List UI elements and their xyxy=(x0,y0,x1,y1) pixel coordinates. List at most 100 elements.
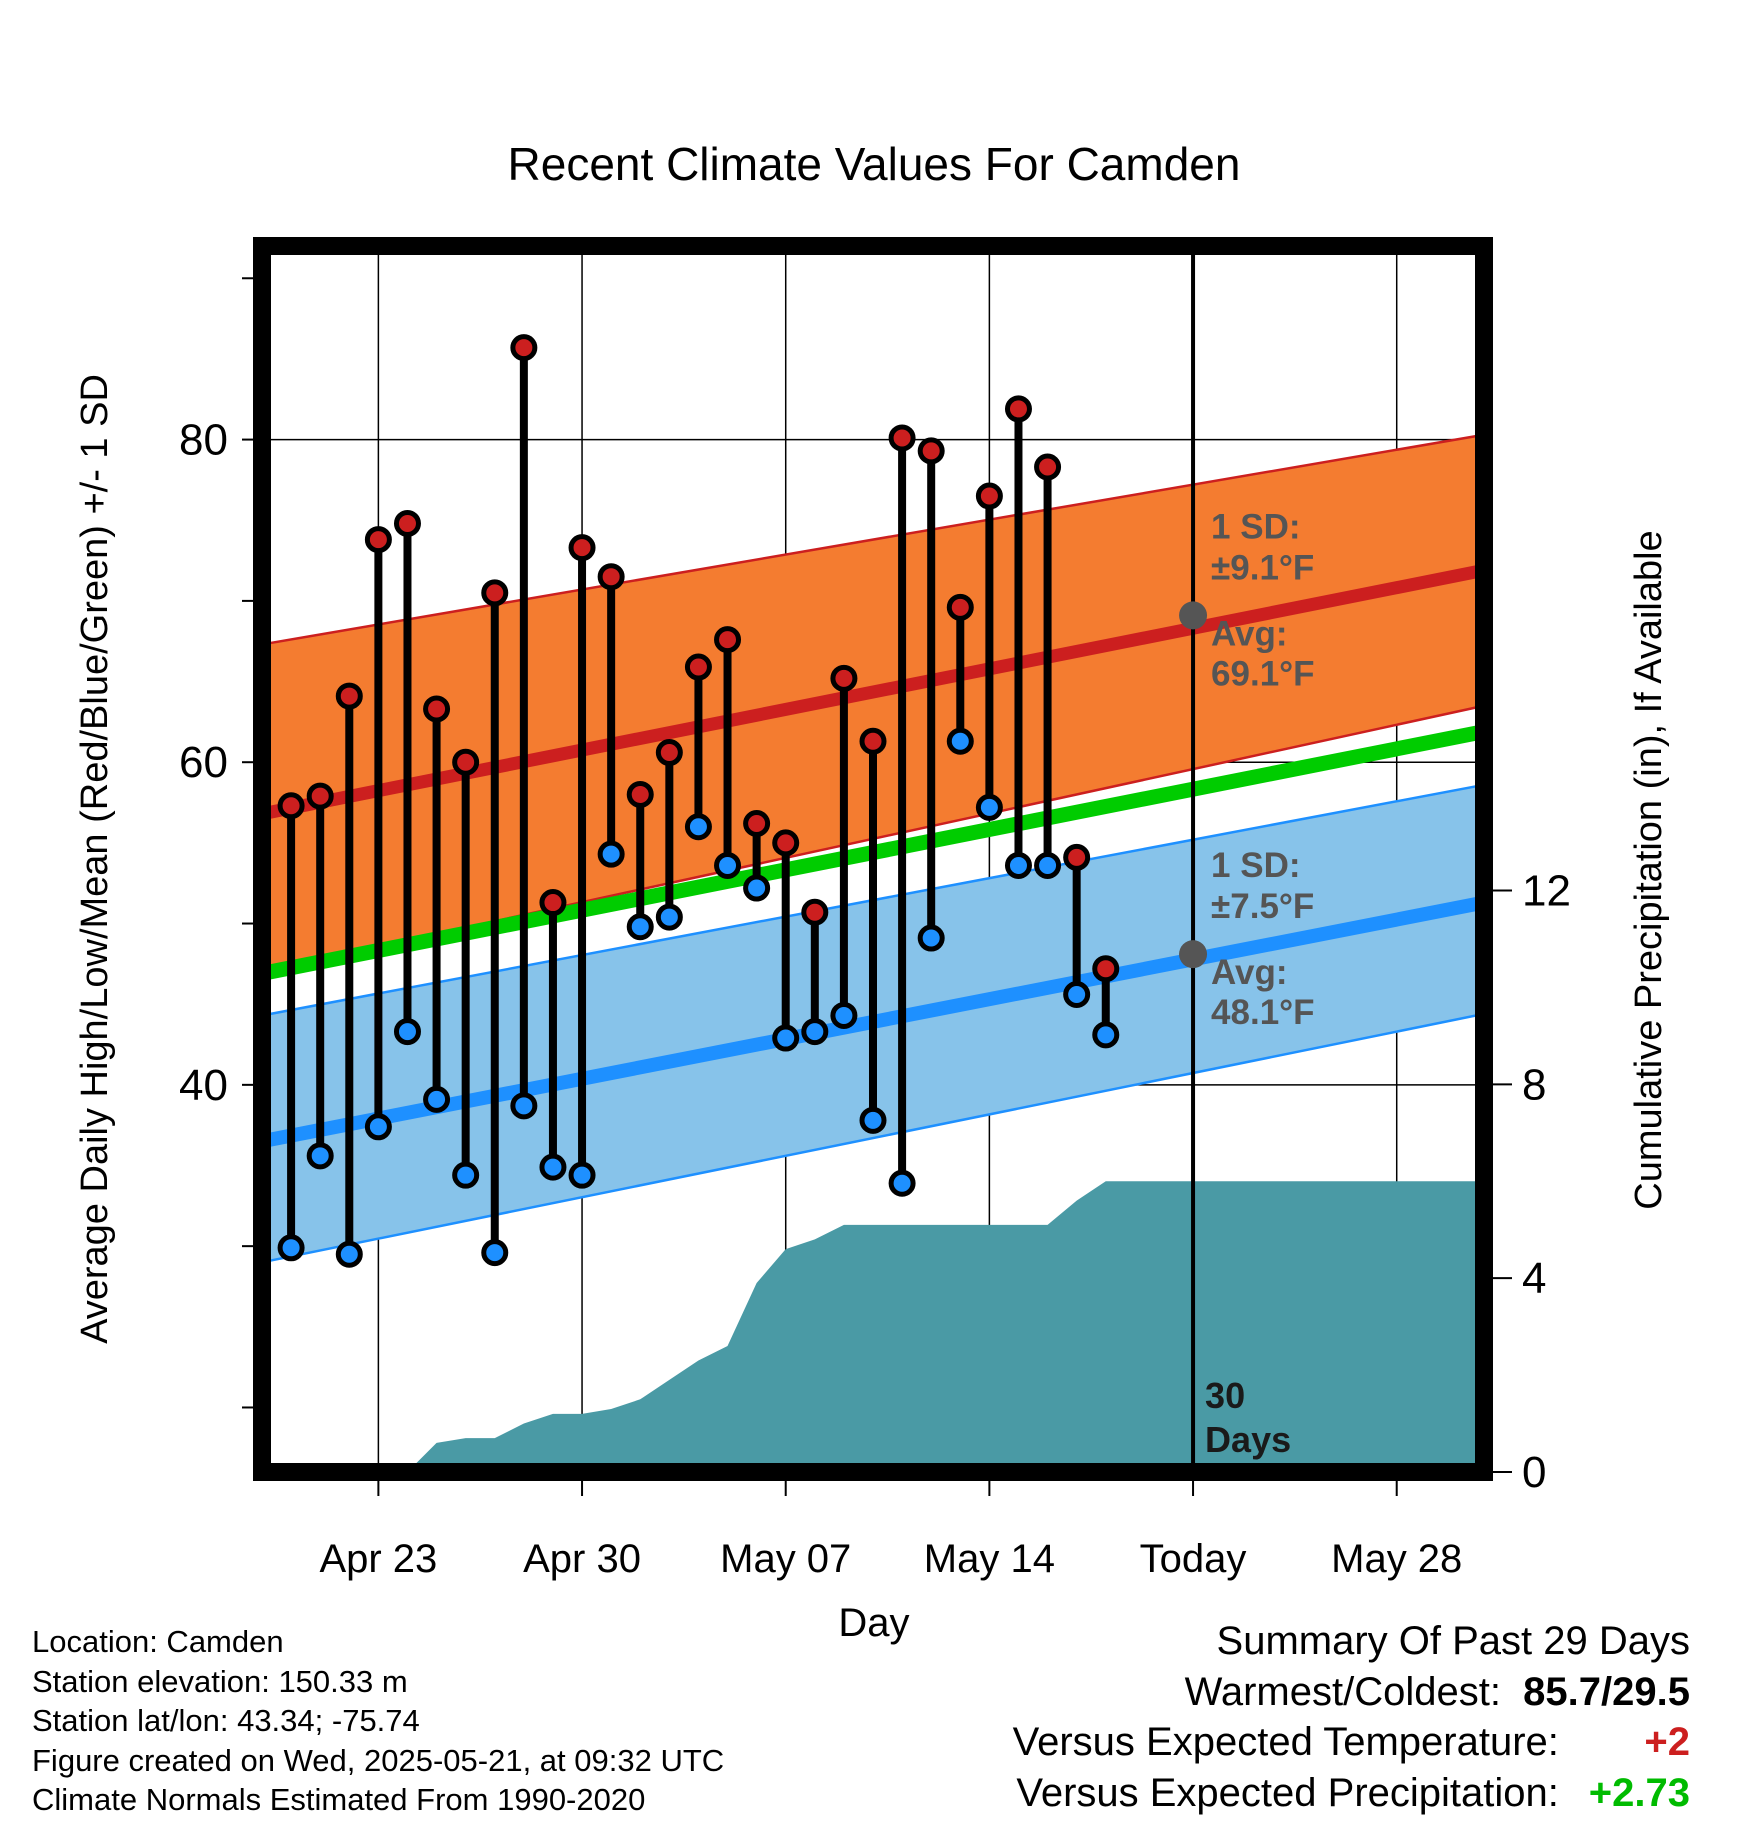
daily-high-point xyxy=(510,334,538,362)
created-text: Figure created on Wed, 2025-05-21, at 09… xyxy=(32,1742,725,1778)
warm-cold-row: Warmest/Coldest: 85.7/29.5 xyxy=(1013,1667,1690,1718)
daily-low-point xyxy=(859,1106,887,1134)
y2-tick-label: 8 xyxy=(1522,1060,1546,1109)
daily-high-point xyxy=(568,534,596,562)
daily-low-point xyxy=(597,840,625,868)
daily-low-point xyxy=(1004,851,1032,879)
daily-high-point xyxy=(743,810,771,838)
precipitation-area xyxy=(262,1181,1484,1472)
daily-high-point xyxy=(597,563,625,591)
x-tick-label: May 28 xyxy=(1331,1537,1462,1581)
daily-high-point xyxy=(335,682,363,710)
daily-high-point xyxy=(1004,395,1032,423)
y2-tick-label: 0 xyxy=(1522,1448,1546,1497)
location-text: Location: Camden xyxy=(32,1624,284,1659)
summary-panel: Summary Of Past 29 Days Warmest/Coldest:… xyxy=(1013,1616,1690,1818)
daily-high-point xyxy=(859,727,887,755)
high-annotation-line: ±9.1°F xyxy=(1211,548,1314,587)
daily-low-point xyxy=(452,1161,480,1189)
precip-value: +2.73 xyxy=(1588,1770,1690,1815)
y-axis-title: Average Daily High/Low/Mean (Red/Blue/Gr… xyxy=(74,374,116,1344)
x-tick-label: Today xyxy=(1140,1537,1247,1581)
daily-high-point xyxy=(423,695,451,723)
precipitation-fill xyxy=(262,1181,1484,1472)
x-tick-label: May 07 xyxy=(720,1537,851,1581)
elevation-text: Station elevation: 150.33 m xyxy=(32,1663,408,1699)
high-annotation-line: Avg: xyxy=(1211,614,1287,653)
plot-frame xyxy=(253,237,1493,1481)
daily-high-point xyxy=(975,482,1003,510)
x-tick-label: Apr 30 xyxy=(523,1537,641,1581)
daily-high-point xyxy=(801,898,829,926)
daily-high-point xyxy=(917,437,945,465)
daily-low-point xyxy=(510,1092,538,1120)
daily-low-point xyxy=(917,924,945,952)
summary-heading: Summary Of Past 29 Days xyxy=(1216,1619,1690,1663)
daily-low-point xyxy=(364,1113,392,1141)
high-sd-band xyxy=(262,434,1484,972)
daily-low-point xyxy=(539,1153,567,1181)
daily-high-point xyxy=(539,889,567,917)
daily-low-point xyxy=(481,1239,509,1267)
low-annotation-line: Avg: xyxy=(1211,953,1287,992)
y2-tick-label: 12 xyxy=(1522,866,1571,915)
daily-low-point xyxy=(277,1234,305,1262)
precip-row: Versus Expected Precipitation: +2.73 xyxy=(1013,1768,1690,1819)
daily-low-point xyxy=(423,1085,451,1113)
daily-low-point xyxy=(393,1018,421,1046)
low-annotation-line: 1 SD: xyxy=(1211,846,1300,885)
daily-low-point xyxy=(975,793,1003,821)
x-tick-label: Apr 23 xyxy=(319,1537,437,1581)
y-tick-label: 80 xyxy=(179,416,228,465)
daily-high-point xyxy=(655,739,683,767)
chart-title: Recent Climate Values For Camden xyxy=(508,138,1241,190)
plot-border xyxy=(253,237,1493,1481)
daily-high-point xyxy=(306,782,334,810)
x-axis-title: Day xyxy=(838,1601,909,1645)
daily-high-point xyxy=(772,829,800,857)
daily-low-point xyxy=(801,1018,829,1046)
y-tick-label: 60 xyxy=(179,738,228,787)
daily-low-point xyxy=(743,874,771,902)
daily-high-point xyxy=(277,792,305,820)
high-plus-sd-line xyxy=(261,433,1485,646)
temp-value: +2 xyxy=(1644,1720,1690,1764)
temp-row: Versus Expected Temperature: +2 xyxy=(1013,1717,1690,1768)
low-annotation-line: ±7.5°F xyxy=(1211,887,1314,926)
daily-low-point xyxy=(830,1001,858,1029)
daily-high-point xyxy=(393,509,421,537)
daily-low-point xyxy=(684,813,712,841)
daily-high-point xyxy=(364,526,392,554)
daily-high-point xyxy=(830,664,858,692)
daily-low-point xyxy=(655,903,683,931)
high-annotation-line: 1 SD: xyxy=(1211,507,1300,546)
daily-high-point xyxy=(1092,955,1120,983)
daily-high-point xyxy=(714,626,742,654)
y2-tick-label: 4 xyxy=(1522,1254,1546,1303)
daily-low-point xyxy=(888,1169,916,1197)
daily-low-point xyxy=(1092,1021,1120,1049)
low-avg-marker xyxy=(1179,940,1208,969)
daily-low-point xyxy=(772,1024,800,1052)
daily-high-point xyxy=(1034,453,1062,481)
daily-low-point xyxy=(1034,851,1062,879)
axes: 40 60 80 0 4 8 12 Apr 23 Apr 30 May 07 May 14 Today… xyxy=(74,277,1670,1645)
latlon-text: Station lat/lon: 43.34; -75.74 xyxy=(32,1703,420,1738)
daily-high-point xyxy=(1063,843,1091,871)
daily-low-point xyxy=(568,1161,596,1189)
low-minus-sd-line xyxy=(261,1012,1485,1264)
daily-high-point xyxy=(684,653,712,681)
daily-high-point xyxy=(946,593,974,621)
daily-range-bars xyxy=(277,334,1120,1268)
daily-low-point xyxy=(306,1142,334,1170)
high-annotation-line: 69.1°F xyxy=(1211,654,1315,693)
station-info: Location: Camden Station elevation: 150.… xyxy=(32,1622,724,1820)
warm-cold-label: Warmest/Coldest: xyxy=(1184,1669,1501,1714)
daily-low-point xyxy=(335,1240,363,1268)
y-tick-label: 40 xyxy=(179,1061,228,1110)
daily-high-point xyxy=(626,780,654,808)
daily-low-point xyxy=(714,851,742,879)
